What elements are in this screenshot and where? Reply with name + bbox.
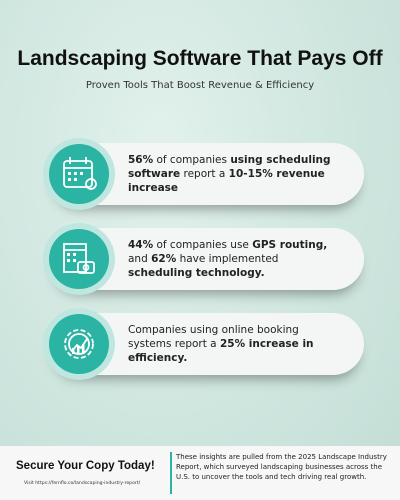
highlight-text: 44% xyxy=(128,239,154,251)
footer: Secure Your Copy Today! Visit https://fe… xyxy=(0,446,400,500)
gear-chart-icon xyxy=(43,308,115,380)
card-text: Companies using online booking systems r… xyxy=(128,323,344,365)
highlight-text: 10-15% revenue increase xyxy=(128,168,325,194)
stat-card: Companies using online booking systems r… xyxy=(43,308,364,380)
body-text: and xyxy=(128,253,152,265)
stat-card: 44% of companies use GPS routing, and 62… xyxy=(43,223,364,295)
highlight-text: 25% increase in efficiency. xyxy=(128,338,314,364)
building-icon xyxy=(43,223,115,295)
body-text: of companies xyxy=(153,154,231,166)
highlight-text: 62% xyxy=(151,253,177,265)
highlight-text: GPS routing, xyxy=(252,239,328,251)
calendar-icon xyxy=(43,138,115,210)
card-text: 44% of companies use GPS routing, and 62… xyxy=(128,238,344,280)
body-text: of companies use xyxy=(153,239,253,251)
body-text: have implemented xyxy=(176,253,279,265)
report-url[interactable]: Visit https://fernflo.co/landscaping-ind… xyxy=(24,481,141,486)
body-text: Companies using online booking systems r… xyxy=(128,324,299,350)
highlight-text: scheduling technology. xyxy=(128,267,265,279)
stat-card: 56% of companies using scheduling softwa… xyxy=(43,138,364,210)
cta: Secure Your Copy Today! xyxy=(16,460,155,472)
card-text: 56% of companies using scheduling softwa… xyxy=(128,153,344,195)
title: Landscaping Software That Pays Off xyxy=(17,47,383,70)
highlight-text: 56% xyxy=(128,154,154,166)
footer-note: These insights are pulled from the 2025 … xyxy=(176,453,387,481)
highlight-text: using scheduling software xyxy=(128,154,331,180)
divider xyxy=(170,452,172,494)
body-text: report a xyxy=(180,168,229,180)
subtitle: Proven Tools That Boost Revenue & Effici… xyxy=(85,80,315,91)
